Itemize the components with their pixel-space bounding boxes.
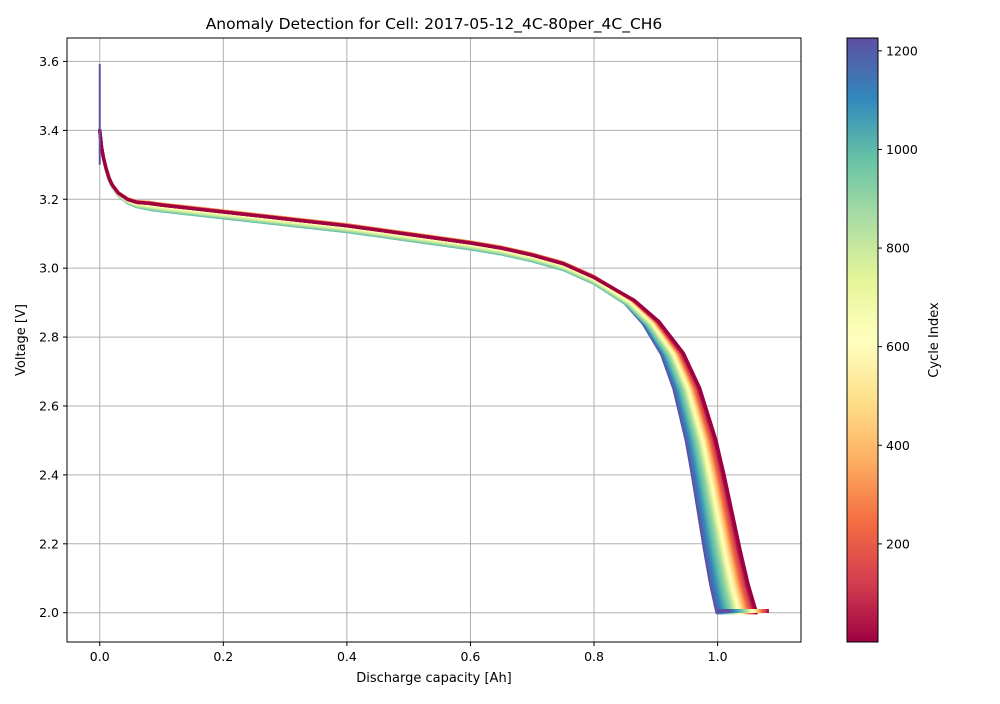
- y-tick-label: 3.6: [39, 54, 59, 69]
- series-line-cycle-225: [98, 128, 752, 615]
- x-tick-label: 0.2: [213, 649, 233, 664]
- colorbar-bar: [846, 37, 879, 643]
- series-line-cycle-475: [98, 128, 746, 615]
- series-line-cycle-1125: [98, 128, 724, 615]
- series-line-cycle-1025: [98, 128, 729, 615]
- y-tick-label: 2.0: [39, 605, 59, 620]
- colorbar-tick-label: 200: [886, 536, 910, 551]
- series-line-cycle-1075: [98, 128, 726, 615]
- series-line-cycle-75: [98, 128, 757, 615]
- x-axis-ticks: 0.0 0.2 0.4 0.6 0.8 1.0: [90, 642, 728, 664]
- y-axis-ticks: 2.0 2.2 2.4 2.6 2.8 3.0 3.2 3.4 3.6: [39, 54, 67, 620]
- series-line-cycle-575: [98, 128, 744, 615]
- series-line-cycle-125: [98, 128, 756, 615]
- series-line-cycle-775: [98, 128, 739, 615]
- series-line-cycle-675: [98, 128, 741, 615]
- series-line-cycle-50: [98, 128, 757, 615]
- series-line-cycle-100: [98, 128, 756, 615]
- y-tick-label: 3.0: [39, 261, 59, 276]
- series-line-cycle-625: [98, 128, 743, 615]
- series-line-cycle-1100: [98, 128, 725, 615]
- series-line-cycle-650: [98, 128, 742, 615]
- series-line-cycle-750: [98, 128, 739, 615]
- series-line-cycle-550: [98, 128, 744, 615]
- series-line-cycle-1175: [98, 128, 722, 615]
- series-line-cycle-250: [98, 128, 752, 615]
- series-line-cycle-875: [98, 128, 736, 615]
- series-line-cycle-975: [98, 128, 731, 615]
- series-line-cycle-825: [98, 128, 738, 615]
- series-line-cycle-400: [98, 128, 748, 615]
- x-tick-label: 0.0: [90, 649, 110, 664]
- series-line-cycle-425: [98, 128, 747, 615]
- series-line-cycle-1150: [98, 128, 723, 615]
- colorbar-tick-label: 400: [886, 438, 910, 453]
- series-line-cycle-325: [98, 128, 750, 615]
- y-tick-label: 3.4: [39, 123, 59, 138]
- series-line-cycle-600: [98, 128, 743, 615]
- x-tick-label: 0.8: [584, 649, 604, 664]
- series-line-cycle-1: [98, 128, 759, 615]
- series-line-cycle-950: [98, 128, 733, 615]
- series-line-cycle-375: [98, 128, 749, 615]
- series-line-cycle-525: [98, 128, 745, 615]
- series-line-cycle-725: [98, 128, 740, 615]
- colorbar-tick-label: 1000: [886, 142, 918, 157]
- series-line-cycle-900: [98, 128, 735, 615]
- series-line-cycle-300: [98, 128, 751, 615]
- series-line-cycle-925: [98, 128, 734, 615]
- colorbar-tick-label: 600: [886, 339, 910, 354]
- series-line-cycle-450: [98, 128, 747, 615]
- series-line-cycle-275: [98, 128, 751, 615]
- series-line-cycle-350: [98, 128, 749, 615]
- grid: [67, 38, 801, 642]
- y-tick-label: 2.4: [39, 467, 59, 482]
- x-axis-label: Discharge capacity [Ah]: [356, 671, 512, 686]
- plot-frame: [66, 37, 802, 643]
- x-tick-label: 0.4: [337, 649, 357, 664]
- colorbar: 200 400 600 800 1000 1200 Cycle Index: [846, 37, 942, 643]
- series-line-cycle-1050: [98, 128, 728, 615]
- series-layer: [98, 64, 769, 615]
- colorbar-tick-label: 1200: [886, 43, 918, 58]
- y-axis-label: Voltage [V]: [14, 304, 29, 376]
- series-line-cycle-150: [98, 128, 755, 615]
- chart-title: Anomaly Detection for Cell: 2017-05-12_4…: [206, 15, 663, 34]
- x-tick-label: 1.0: [708, 649, 728, 664]
- series-line-cycle-500: [98, 128, 746, 615]
- series-line-cycle-850: [98, 128, 737, 615]
- y-tick-label: 3.2: [39, 192, 59, 207]
- colorbar-ticks: 200 400 600 800 1000 1200: [878, 43, 918, 551]
- series-line-cycle-800: [98, 128, 738, 615]
- colorbar-label: Cycle Index: [927, 302, 942, 378]
- y-tick-label: 2.6: [39, 398, 59, 413]
- series-line-cycle-1000: [98, 128, 730, 615]
- series-line-cycle-1200: [98, 128, 720, 615]
- series-line-cycle-200: [98, 128, 753, 615]
- colorbar-tick-label: 800: [886, 241, 910, 256]
- y-tick-label: 2.8: [39, 330, 59, 345]
- series-line-cycle-175: [98, 128, 754, 615]
- y-tick-label: 2.2: [39, 536, 59, 551]
- series-line-cycle-25: [98, 128, 758, 615]
- series-line-cycle-700: [98, 128, 741, 615]
- series-line-cycle-1226: [98, 128, 719, 615]
- x-tick-label: 0.6: [461, 649, 481, 664]
